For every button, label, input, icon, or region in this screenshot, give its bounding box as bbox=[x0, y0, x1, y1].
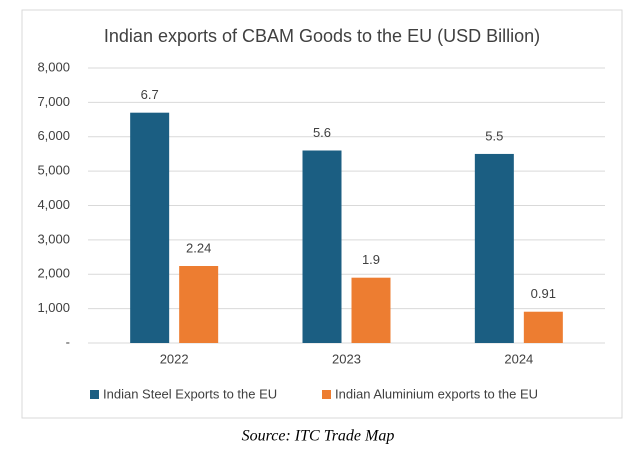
y-tick-label: 1,000 bbox=[37, 300, 70, 315]
bar bbox=[351, 277, 391, 343]
legend-swatch bbox=[322, 390, 331, 399]
value-label: 0.91 bbox=[531, 286, 556, 301]
y-tick-label: 5,000 bbox=[37, 163, 70, 178]
source-note: Source: ITC Trade Map bbox=[242, 428, 395, 445]
x-tick-label: 2023 bbox=[332, 351, 361, 366]
y-tick-label: 4,000 bbox=[37, 197, 70, 212]
y-tick-label: 2,000 bbox=[37, 266, 70, 281]
legend-label: Indian Aluminium exports to the EU bbox=[335, 386, 538, 401]
value-label: 6.7 bbox=[141, 87, 159, 102]
value-label: 5.6 bbox=[313, 125, 331, 140]
y-tick-label: 8,000 bbox=[37, 59, 70, 74]
x-tick-label: 2024 bbox=[504, 351, 533, 366]
legend-swatch bbox=[90, 390, 99, 399]
bar bbox=[130, 112, 170, 343]
value-label: 1.9 bbox=[362, 252, 380, 267]
value-label: 5.5 bbox=[485, 128, 503, 143]
legend-label: Indian Steel Exports to the EU bbox=[103, 386, 277, 401]
value-label: 2.24 bbox=[186, 240, 211, 255]
x-tick-label: 2022 bbox=[160, 351, 189, 366]
y-tick-label: 7,000 bbox=[37, 94, 70, 109]
y-tick-label: - bbox=[66, 334, 70, 349]
bar bbox=[523, 311, 563, 343]
y-tick-label: 3,000 bbox=[37, 231, 70, 246]
chart-title: Indian exports of CBAM Goods to the EU (… bbox=[104, 26, 540, 46]
bar bbox=[302, 150, 342, 343]
bar bbox=[179, 266, 219, 343]
bar bbox=[474, 153, 514, 343]
y-tick-label: 6,000 bbox=[37, 128, 70, 143]
